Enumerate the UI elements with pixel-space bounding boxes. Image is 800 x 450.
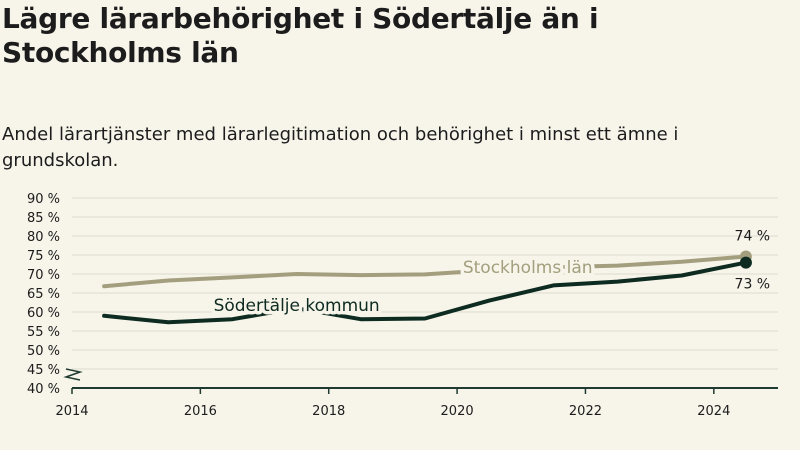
y-tick-label: 65 %	[27, 287, 60, 302]
series-line-stockholm	[102, 254, 748, 289]
end-label-sodertalje: 73 %	[735, 277, 771, 293]
gridlines	[72, 197, 778, 370]
series-labels: Stockholms län Södertälje kommun 74 % 73 %	[210, 229, 771, 320]
y-tick-label: 85 %	[27, 211, 60, 226]
axis-break-icon	[63, 368, 83, 381]
y-tick-label: 45 %	[27, 363, 60, 378]
y-tick-label: 60 %	[27, 306, 60, 321]
x-tick-label: 2020	[441, 404, 474, 419]
series-label-sodertalje: Södertälje kommun	[214, 296, 380, 316]
chart-subtitle: Andel lärartjänster med lärarlegitimatio…	[2, 124, 679, 171]
x-tick-label: 2024	[697, 404, 730, 419]
series-label-stockholm: Stockholms län	[463, 258, 593, 278]
y-tick-label: 75 %	[27, 249, 60, 264]
y-axis-ticks: 40 % 45 % 50 % 55 % 60 % 65 % 70 % 75 % 80 % 85 %…	[27, 192, 83, 397]
y-tick-label: 40 %	[27, 382, 60, 397]
chart-title: Lägre lärarbehörighet i Södertälje än i …	[2, 2, 599, 69]
x-tick-label: 2022	[569, 404, 602, 419]
x-axis: 2014 2016 2018 2020 2022 2024	[55, 387, 778, 419]
series-line-sodertalje	[102, 260, 748, 325]
y-tick-label: 90 %	[27, 192, 60, 207]
end-point-sodertalje	[739, 256, 752, 269]
y-tick-label: 55 %	[27, 325, 60, 340]
x-tick-label: 2014	[55, 404, 88, 419]
y-tick-label: 70 %	[27, 268, 60, 283]
series-lines	[102, 250, 752, 325]
end-label-stockholm: 74 %	[735, 229, 771, 245]
y-tick-label: 50 %	[27, 344, 60, 359]
y-tick-label: 80 %	[27, 230, 60, 245]
x-tick-label: 2016	[184, 404, 217, 419]
x-tick-label: 2018	[312, 404, 345, 419]
